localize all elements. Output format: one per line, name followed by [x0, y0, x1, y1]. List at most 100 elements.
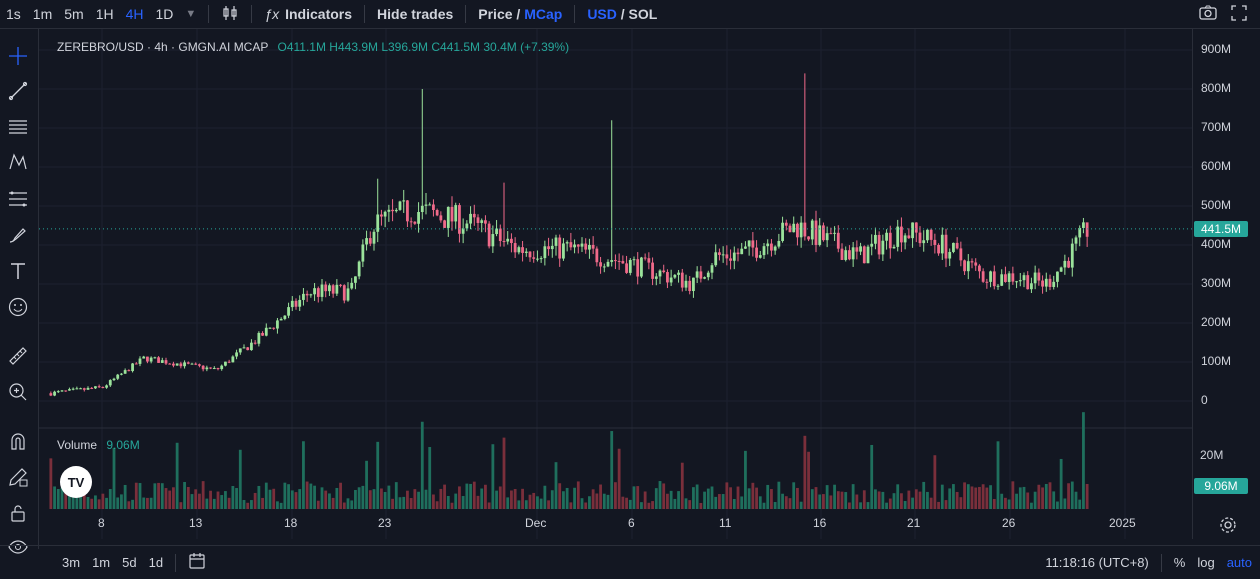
interval-4h[interactable]: 4H	[125, 6, 144, 22]
candle-body	[892, 246, 896, 249]
text-icon[interactable]	[5, 258, 31, 284]
candle-body	[1074, 237, 1078, 244]
volume-bar	[179, 502, 183, 509]
range-1d[interactable]: 1d	[148, 555, 164, 570]
volume-bar	[922, 481, 926, 509]
crosshair-icon[interactable]	[5, 43, 31, 69]
interval-dropdown-icon[interactable]: ▼	[185, 8, 197, 20]
candle-type-icon[interactable]	[215, 4, 245, 25]
volume-bar	[157, 482, 160, 509]
usd-option[interactable]: USD	[587, 6, 617, 22]
magnet-icon[interactable]	[5, 428, 31, 454]
volume-bar	[732, 498, 736, 509]
volume-bar	[888, 498, 892, 509]
interval-1m[interactable]: 1m	[32, 6, 53, 22]
hide-trades-button[interactable]: Hide trades	[377, 6, 454, 22]
volume-bar	[309, 483, 313, 509]
candle-body	[580, 243, 584, 247]
volume-bar	[190, 494, 194, 509]
volume-bar	[684, 498, 688, 509]
candle-body	[859, 246, 862, 252]
divider	[1160, 553, 1162, 572]
candle-body	[1015, 281, 1018, 283]
candle-body	[339, 284, 342, 286]
candlestick-chart[interactable]	[39, 29, 1192, 539]
brush-icon[interactable]	[5, 222, 31, 248]
interval-5m[interactable]: 5m	[64, 6, 84, 22]
volume-bar	[90, 498, 94, 509]
volume-bar	[851, 484, 855, 509]
interval-1d[interactable]: 1D	[155, 6, 174, 22]
time-axis-label: 18	[284, 516, 298, 530]
range-3m[interactable]: 3m	[62, 555, 81, 570]
volume-bar	[814, 487, 818, 509]
currency-toggle[interactable]: USD / SOL	[581, 6, 663, 22]
interval-1s[interactable]: 1s	[6, 6, 21, 22]
candle-body	[435, 210, 439, 216]
volume-bar	[1015, 493, 1018, 509]
volume-bar	[706, 488, 710, 509]
tradingview-logo[interactable]: TV	[60, 466, 92, 498]
mcap-option[interactable]: MCap	[524, 6, 563, 22]
candle-body	[331, 285, 335, 294]
candle-body	[413, 221, 417, 224]
candle-body	[409, 221, 413, 223]
divider	[175, 553, 177, 572]
candle-body	[49, 393, 53, 396]
volume-bar	[944, 500, 948, 509]
volume-bar	[424, 489, 428, 509]
interval-1h[interactable]: 1H	[95, 6, 114, 22]
log-toggle[interactable]: log	[1197, 555, 1215, 570]
volume-bar	[703, 491, 706, 509]
volume-bar	[53, 486, 56, 509]
pattern-icon[interactable]	[5, 149, 31, 175]
volume-bar	[131, 499, 134, 509]
zoom-in-icon[interactable]	[5, 379, 31, 405]
candle-body	[599, 262, 602, 267]
volume-legend: Volume 9.06M	[57, 438, 140, 452]
sol-option[interactable]: SOL	[628, 6, 658, 22]
camera-icon[interactable]	[1192, 4, 1224, 25]
volume-bar	[840, 491, 844, 509]
auto-toggle[interactable]: auto	[1226, 555, 1252, 570]
calendar-range-icon[interactable]	[182, 552, 212, 573]
time-axis-label: 2025	[1109, 516, 1136, 530]
price-axis-label: 500M	[1201, 198, 1232, 212]
volume-bar	[1048, 482, 1052, 509]
lock-icon[interactable]	[5, 500, 31, 526]
volume-bar	[79, 496, 82, 509]
volume-bar	[536, 496, 539, 509]
candle-body	[309, 294, 313, 296]
indicators-button[interactable]: ƒx Indicators	[264, 6, 353, 22]
ruler-icon[interactable]	[5, 343, 31, 369]
price-mcap-toggle[interactable]: Price / MCap	[472, 6, 568, 22]
candle-body	[1078, 227, 1082, 238]
trendline-icon[interactable]	[5, 78, 31, 104]
fib-icon[interactable]	[5, 186, 31, 212]
range-1m[interactable]: 1m	[92, 555, 111, 570]
price-axis[interactable]: 900M 800M 700M 600M 500M 400M 300M 200M 100M 0	[1192, 29, 1260, 539]
settings-icon[interactable]	[1219, 516, 1237, 539]
volume-bar	[420, 421, 424, 509]
volume-bar	[573, 487, 576, 509]
volume-bar	[762, 502, 766, 509]
candle-body	[502, 241, 506, 243]
fullscreen-icon[interactable]	[1224, 4, 1254, 25]
candle-body	[606, 261, 610, 267]
horizontal-lines-icon[interactable]	[5, 114, 31, 140]
emoji-icon[interactable]	[5, 294, 31, 320]
candle-body	[183, 362, 186, 367]
eye-icon[interactable]	[5, 534, 31, 560]
volume-bar	[246, 502, 250, 509]
candle-body	[1030, 283, 1033, 290]
candle-body	[944, 234, 948, 259]
candle-body	[235, 352, 238, 357]
volume-bar	[952, 484, 955, 509]
price-option[interactable]: Price	[478, 6, 513, 22]
percent-toggle[interactable]: %	[1173, 555, 1186, 570]
range-5d[interactable]: 5d	[122, 555, 137, 570]
clock-label[interactable]: 11:18:16 (UTC+8)	[1045, 555, 1149, 570]
pencil-lock-icon[interactable]	[5, 464, 31, 490]
volume-bar	[996, 441, 1000, 509]
volume-bar	[402, 496, 406, 509]
